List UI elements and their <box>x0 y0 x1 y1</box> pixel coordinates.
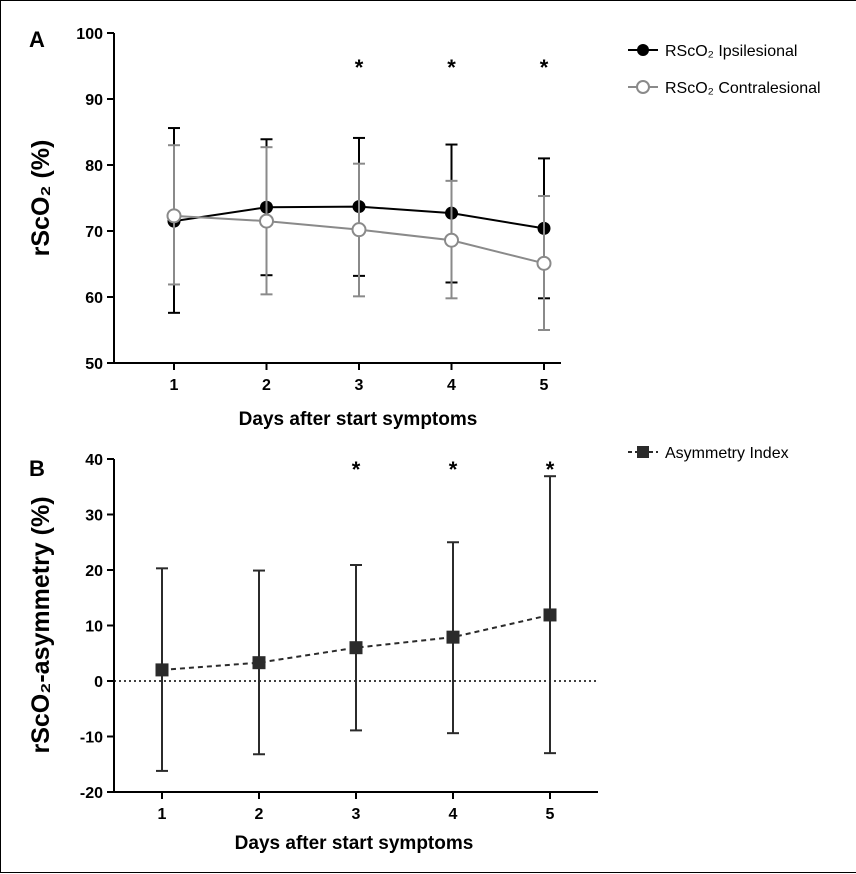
significance-star: * <box>449 457 458 482</box>
x-tick-label: 4 <box>449 806 458 823</box>
x-tick-label: 5 <box>540 377 549 394</box>
data-point <box>351 222 367 238</box>
legend-contralesional-label: RScO₂ Contralesional <box>665 80 821 97</box>
y-tick-label: -10 <box>80 730 103 747</box>
legend-contralesional-marker <box>636 80 650 94</box>
y-tick-label: 20 <box>85 563 103 580</box>
y-tick-label: 10 <box>85 619 103 636</box>
y-tick-label: 70 <box>85 224 103 241</box>
x-tick-label: 1 <box>170 377 179 394</box>
legend-asymmetry-label: Asymmetry Index <box>665 445 789 462</box>
x-tick-label: 2 <box>262 377 271 394</box>
data-point <box>252 656 266 670</box>
y-tick-label: 50 <box>85 356 103 373</box>
data-point <box>155 663 169 677</box>
significance-star: * <box>447 55 456 80</box>
panel-a-x-axis-label: Days after start symptoms <box>239 409 478 430</box>
data-point <box>166 208 182 224</box>
x-tick-label: 3 <box>352 806 361 823</box>
series-1 <box>166 144 552 331</box>
x-tick-label: 5 <box>546 806 555 823</box>
panel-a-legend: RScO₂ Ipsilesional RScO₂ Contralesional <box>628 43 821 97</box>
data-point <box>444 232 459 248</box>
significance-star: * <box>546 457 555 482</box>
y-tick-label: 30 <box>85 508 103 525</box>
y-tick-label: 100 <box>76 26 103 43</box>
y-tick-label: 0 <box>94 674 103 691</box>
y-tick-label: -20 <box>80 785 103 802</box>
series-0 <box>155 475 557 772</box>
legend-entry-ipsilesional: RScO₂ Ipsilesional <box>628 43 797 60</box>
x-tick-label: 2 <box>255 806 264 823</box>
panel-a: A 50 60 70 80 90 100 1 2 3 4 5 * * * Days after sta… <box>27 26 821 430</box>
y-tick-label: 40 <box>85 452 103 469</box>
panel-b-y-axis-label: rScO₂-asymmetry (%) <box>27 496 55 753</box>
data-point <box>259 213 274 229</box>
panel-b-x-axis-label: Days after start symptoms <box>235 833 474 854</box>
y-tick-label: 90 <box>85 92 103 109</box>
significance-star: * <box>352 457 361 482</box>
panel-b-letter: B <box>29 456 45 481</box>
panel-a-y-axis-label: rScO₂ (%) <box>27 140 55 257</box>
significance-star: * <box>355 55 364 80</box>
x-tick-label: 4 <box>447 377 456 394</box>
legend-ipsilesional-label: RScO₂ Ipsilesional <box>665 43 797 60</box>
significance-star: * <box>540 55 549 80</box>
legend-ipsilesional-marker <box>637 44 649 56</box>
x-tick-label: 3 <box>355 377 364 394</box>
data-point <box>543 608 557 622</box>
y-tick-label: 80 <box>85 158 103 175</box>
legend-asymmetry-marker <box>637 446 649 458</box>
legend-entry-contralesional: RScO₂ Contralesional <box>628 80 821 97</box>
y-tick-label: 60 <box>85 290 103 307</box>
panel-b-legend: Asymmetry Index <box>628 445 789 462</box>
series-line <box>161 613 551 671</box>
panel-a-letter: A <box>29 27 45 52</box>
data-point <box>536 255 552 271</box>
x-tick-label: 1 <box>158 806 167 823</box>
data-point <box>349 641 363 655</box>
data-point <box>446 630 460 644</box>
legend-entry-asymmetry: Asymmetry Index <box>628 445 789 462</box>
panel-b: B -20 -10 0 10 20 30 40 1 2 3 4 5 * * * Days after s… <box>27 445 789 854</box>
